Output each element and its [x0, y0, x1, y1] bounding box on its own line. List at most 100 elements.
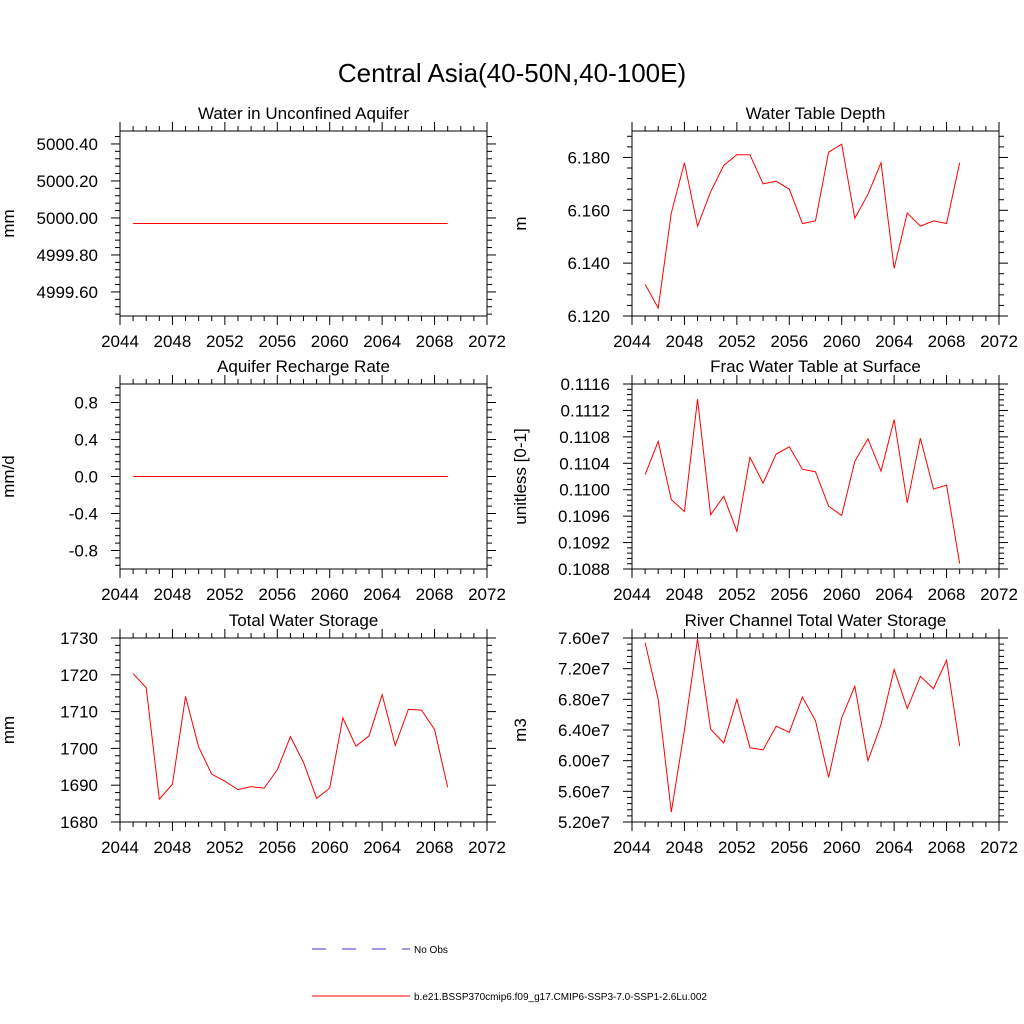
panel-1-xtick-label: 2048 [154, 332, 192, 351]
panel-4-frame [631, 383, 1000, 570]
panel-2-frame [631, 130, 1000, 317]
panel-6-xtick-label: 2068 [928, 838, 966, 857]
panel-5-ytick-label: 1710 [60, 703, 98, 722]
panel-1-xtick-label: 2068 [416, 332, 454, 351]
panel-1-xtick-label: 2052 [206, 332, 244, 351]
panel-1-xtick-label: 2064 [363, 332, 401, 351]
panel-6-xtick-label: 2056 [770, 838, 808, 857]
panel-3-xtick-label: 2056 [258, 585, 296, 604]
panel-5: Total Water Storage mm 2044 2048 2052 2056 206… [0, 611, 506, 857]
panel-3-ylabel: mm/d [0, 455, 18, 498]
panel-5-ytick-label: 1690 [60, 776, 98, 795]
panel-6-ytick-label: 5.60e7 [558, 782, 610, 801]
panel-4-title: Frac Water Table at Surface [710, 357, 921, 376]
panel-3-ytick-label: 0.0 [74, 468, 98, 487]
panel-4: Frac Water Table at Surface unitless [0-1… [511, 357, 1018, 604]
panel-1-ytick-label: 4999.80 [37, 246, 98, 265]
panel-2-series-line [644, 143, 961, 310]
panel-6-ytick-label: 7.60e7 [558, 629, 610, 648]
panel-3: Aquifer Recharge Rate mm/d 2044 2048 2052 205… [0, 357, 506, 604]
panel-3-xtick-label: 2068 [416, 585, 454, 604]
figure-title: Central Asia(40-50N,40-100E) [338, 58, 686, 88]
panel-5-xtick-label: 2056 [258, 838, 296, 857]
panel-3-xtick-label: 2072 [468, 585, 506, 604]
panel-5-frame [119, 637, 488, 823]
panel-2-xtick-label: 2064 [875, 332, 913, 351]
panel-4-xtick-label: 2060 [823, 585, 861, 604]
panel-4-xtick-label: 2056 [770, 585, 808, 604]
panel-5-ytick-label: 1730 [60, 629, 98, 648]
panel-4-xtick-label: 2072 [980, 585, 1018, 604]
panel-4-xtick-label: 2064 [875, 585, 913, 604]
panel-4-xtick-label: 2052 [718, 585, 756, 604]
panel-6-xtick-label: 2072 [980, 838, 1018, 857]
panel-6-title: River Channel Total Water Storage [685, 611, 947, 630]
panel-6-ytick-label: 6.00e7 [558, 752, 610, 771]
panel-6-xtick-label: 2052 [718, 838, 756, 857]
panel-5-ytick-label: 1680 [60, 813, 98, 832]
panel-1-xtick-label: 2060 [311, 332, 349, 351]
panel-6-ytick-label: 7.20e7 [558, 660, 610, 679]
panel-6-xtick-label: 2048 [666, 838, 704, 857]
panel-4-ytick-label: 0.1104 [559, 454, 610, 473]
panel-3-title: Aquifer Recharge Rate [217, 357, 390, 376]
panel-1-xtick-label: 2056 [258, 332, 296, 351]
panel-5-ylabel: mm [0, 716, 18, 744]
panel-4-ytick-label: 0.1112 [561, 401, 610, 420]
panel-1-ytick-label: 5000.20 [37, 172, 98, 191]
panel-3-xtick-label: 2060 [311, 585, 349, 604]
panel-3-ytick-label: 0.4 [74, 431, 98, 450]
panel-1: Water in Unconfined Aquifer mm 2044 2048 205… [0, 104, 506, 351]
panel-3-xtick-label: 2064 [363, 585, 401, 604]
panel-6-xtick-label: 2060 [823, 838, 861, 857]
panel-1-xtick-label: 2072 [468, 332, 506, 351]
panel-6-xtick-label: 2064 [875, 838, 913, 857]
panel-2-ytick-label: 6.140 [567, 254, 610, 273]
panel-2-xtick-label: 2048 [666, 332, 704, 351]
panel-6-ytick-label: 5.20e7 [558, 813, 610, 832]
panel-4-ylabel: unitless [0-1] [511, 428, 530, 524]
panel-4-xtick-label: 2044 [613, 585, 651, 604]
panel-3-ytick-label: -0.8 [69, 542, 98, 561]
panel-6-ylabel: m3 [511, 718, 530, 742]
panel-4-ytick-label: 0.1116 [561, 375, 610, 394]
panel-5-xtick-label: 2064 [363, 838, 401, 857]
panels: Water in Unconfined Aquifer mm 2044 2048 205… [0, 104, 1018, 857]
panel-4-ytick-label: 0.1100 [559, 481, 610, 500]
panel-4-ytick-label: 0.1108 [559, 428, 610, 447]
panel-5-xtick-label: 2072 [468, 838, 506, 857]
panel-2-xtick-label: 2068 [928, 332, 966, 351]
panel-5-xtick-label: 2052 [206, 838, 244, 857]
panel-2-xtick-label: 2060 [823, 332, 861, 351]
panel-6-ytick-label: 6.80e7 [558, 690, 610, 709]
panel-4-xtick-label: 2068 [928, 585, 966, 604]
legend: No Obs b.e21.BSSP370cmip6.f09_g17.CMIP6-… [312, 945, 707, 1003]
panel-1-ytick-label: 5000.40 [37, 135, 98, 154]
panel-2-xtick-label: 2056 [770, 332, 808, 351]
panel-5-series-line [132, 673, 449, 801]
panel-2-xtick-label: 2044 [613, 332, 651, 351]
panel-2-title: Water Table Depth [746, 104, 886, 123]
panel-6-xtick-label: 2044 [613, 838, 651, 857]
panel-2-ytick-label: 6.180 [567, 148, 610, 167]
panel-2-ytick-label: 6.120 [567, 307, 610, 326]
panel-5-xtick-label: 2060 [311, 838, 349, 857]
panel-1-xtick-label: 2044 [101, 332, 139, 351]
panel-5-xtick-label: 2068 [416, 838, 454, 857]
panel-1-ytick-label: 5000.00 [37, 209, 98, 228]
panel-4-ytick-label: 0.1088 [558, 560, 610, 579]
panel-6-ytick-label: 6.40e7 [558, 721, 610, 740]
panel-2-ylabel: m [511, 216, 530, 230]
panel-2-ytick-label: 6.160 [567, 201, 610, 220]
panel-1-title: Water in Unconfined Aquifer [198, 104, 409, 123]
panel-4-ytick-label: 0.1092 [558, 534, 610, 553]
panel-5-xtick-label: 2044 [101, 838, 139, 857]
panel-6: River Channel Total Water Storage m3 2044 2… [511, 611, 1018, 857]
panel-6-series-line [644, 638, 961, 813]
panel-3-xtick-label: 2052 [206, 585, 244, 604]
panel-5-title: Total Water Storage [229, 611, 379, 630]
panel-2-xtick-label: 2052 [718, 332, 756, 351]
panel-5-ytick-label: 1700 [60, 739, 98, 758]
panel-3-xtick-label: 2044 [101, 585, 139, 604]
